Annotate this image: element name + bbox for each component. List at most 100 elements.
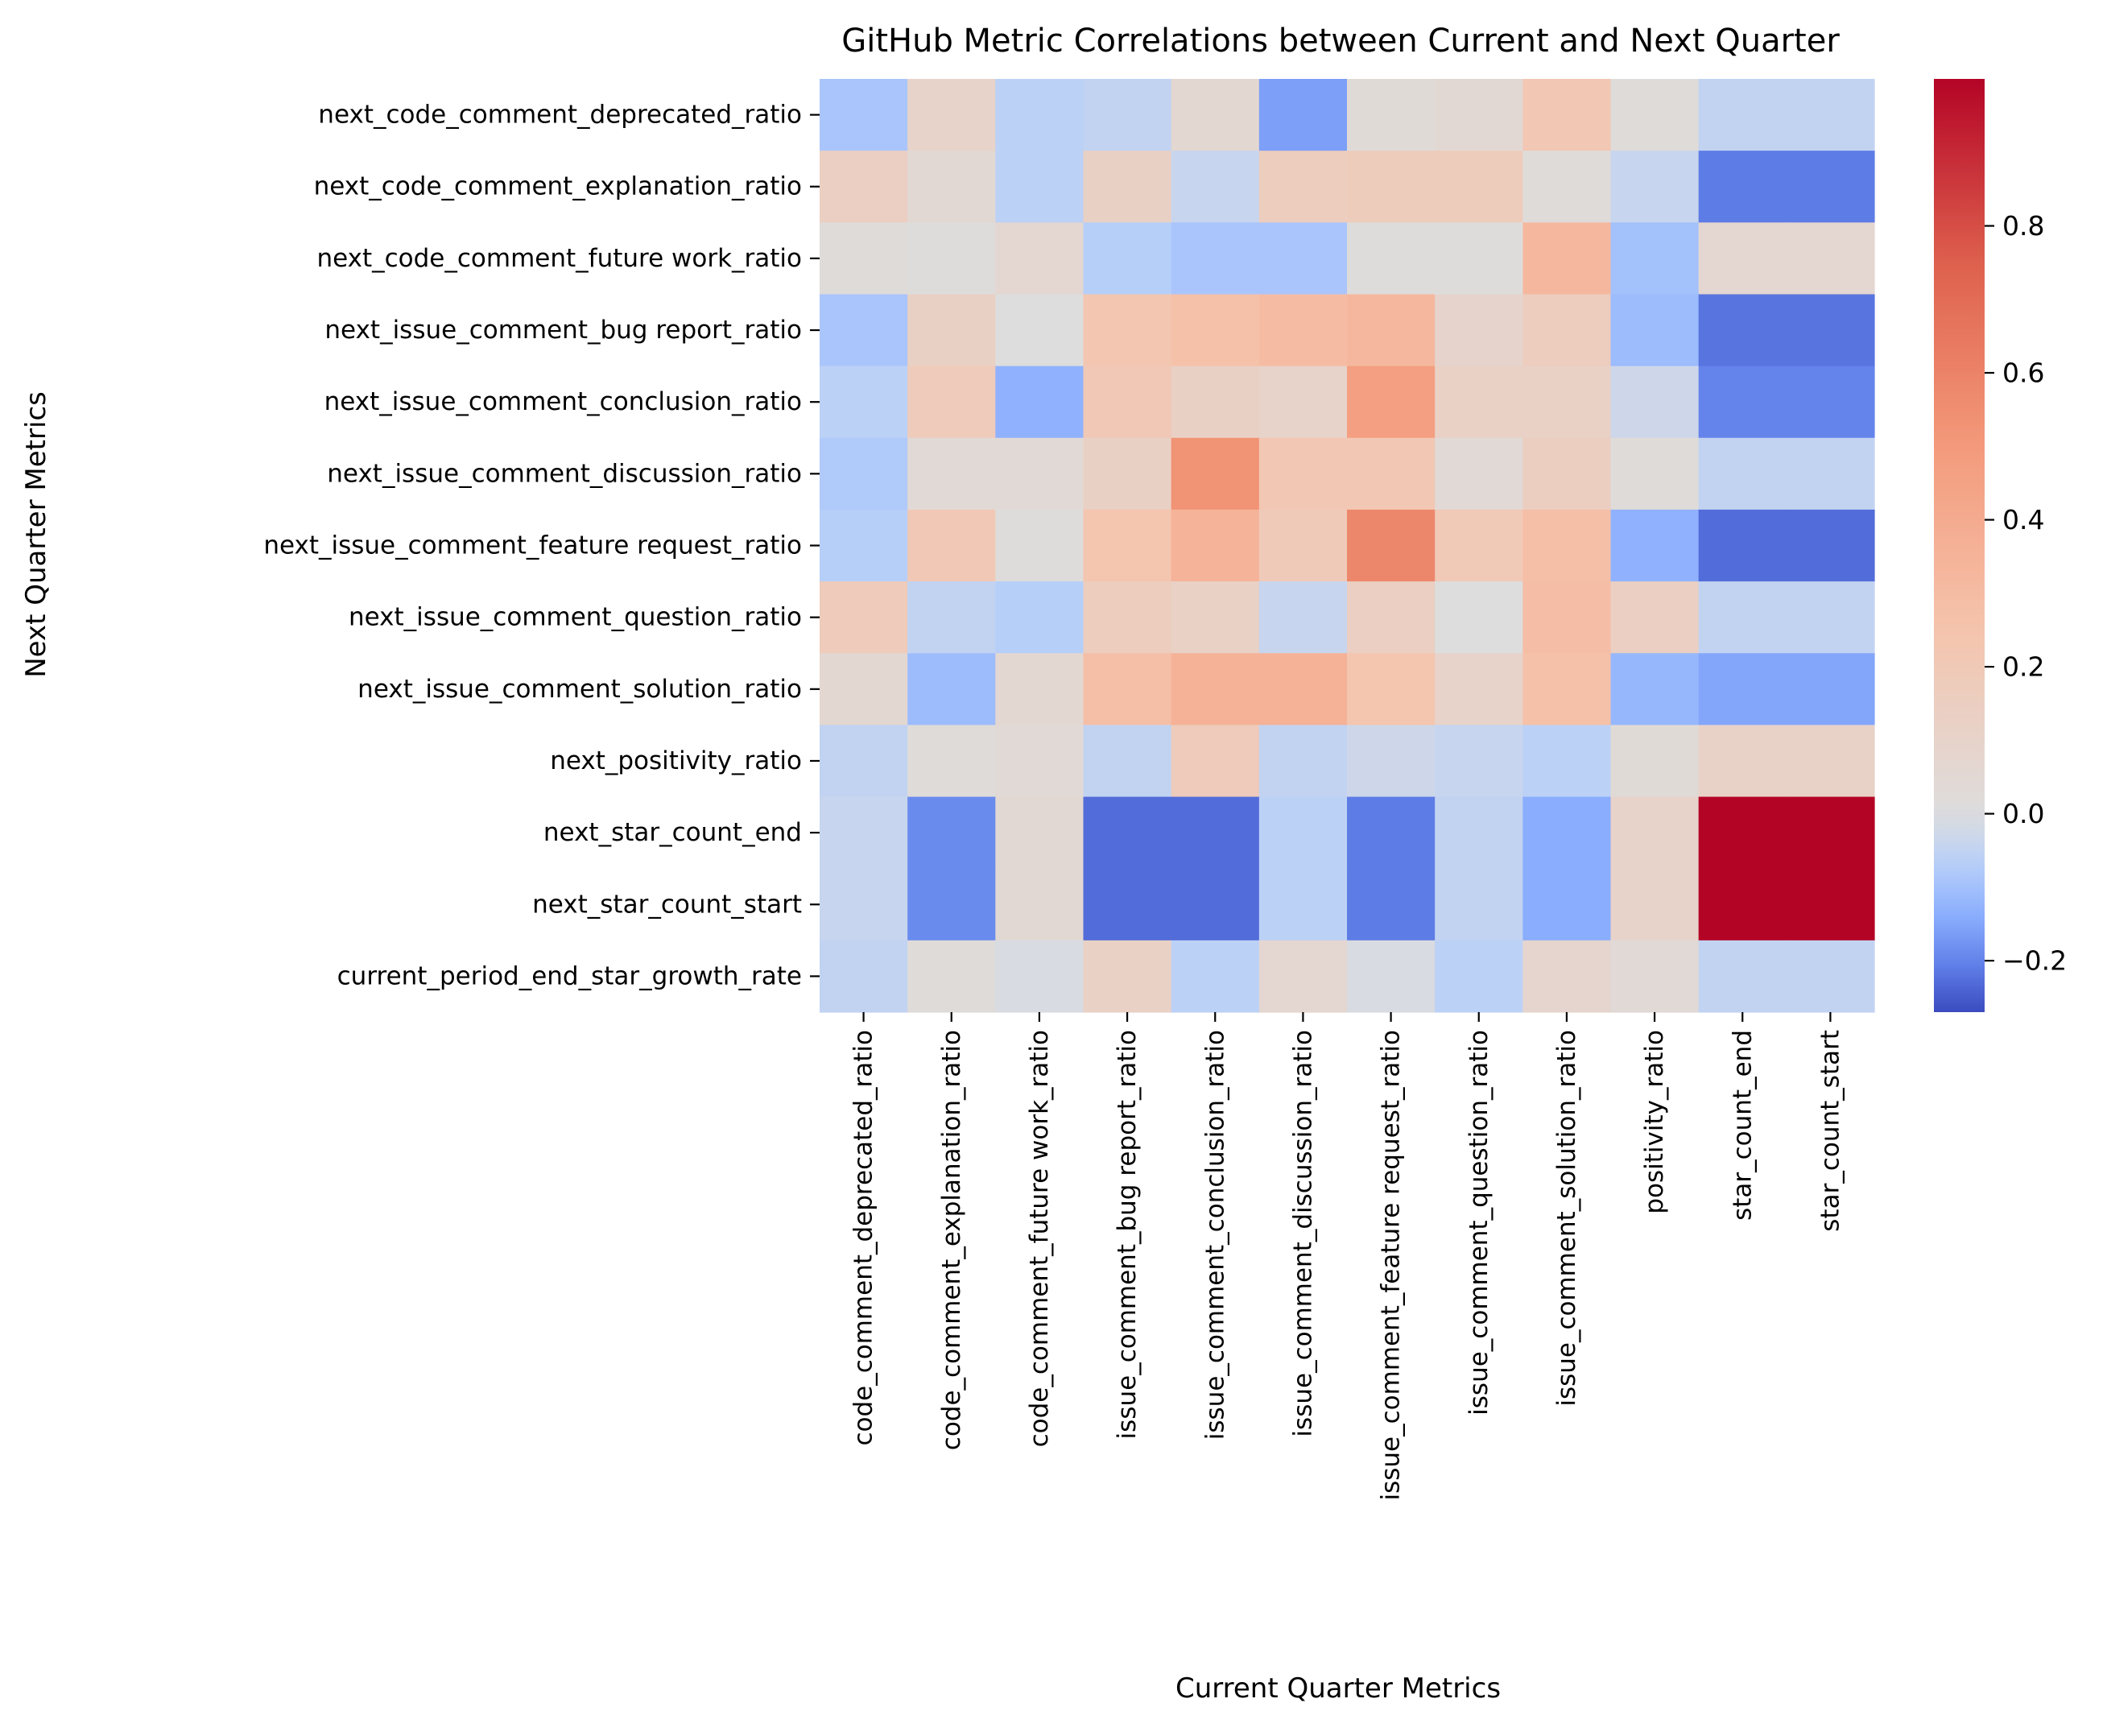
heatmap-cell xyxy=(1171,581,1260,654)
heatmap-cell xyxy=(1522,294,1612,367)
heatmap-cell xyxy=(1435,222,1523,296)
x-tick-label: issue_comment_question_ratio xyxy=(1465,1030,1493,1416)
chart-title: GitHub Metric Correlations between Curre… xyxy=(841,23,1840,60)
heatmap-cell xyxy=(995,725,1084,798)
heatmap-cell xyxy=(1258,79,1348,151)
heatmap-cell xyxy=(907,725,996,798)
heatmap-cell xyxy=(1522,653,1612,725)
heatmap-cell xyxy=(907,868,996,941)
heatmap-cell xyxy=(1610,79,1700,151)
heatmap-cell xyxy=(1083,725,1172,798)
heatmap-cell xyxy=(995,581,1084,654)
heatmap-cell xyxy=(1698,796,1787,870)
heatmap-cell xyxy=(995,868,1084,941)
heatmap-cell xyxy=(1698,151,1787,223)
heatmap-cell xyxy=(1435,725,1523,798)
y-tick-label: next_star_count_end xyxy=(543,818,802,847)
heatmap-cell xyxy=(907,222,996,296)
heatmap-cell xyxy=(995,366,1084,439)
heatmap-cell xyxy=(907,151,996,223)
heatmap-cell xyxy=(1698,868,1787,941)
y-tick-label: next_issue_comment_solution_ratio xyxy=(357,675,802,704)
heatmap-cell xyxy=(1610,796,1700,870)
heatmap-cell xyxy=(1435,151,1523,223)
colorbar-tick-label: 0.6 xyxy=(2002,358,2044,389)
heatmap-cell xyxy=(820,509,908,582)
heatmap-cell xyxy=(1083,653,1172,725)
heatmap-cell xyxy=(1435,79,1523,151)
heatmap-cell xyxy=(1522,940,1612,1013)
heatmap-cell xyxy=(1171,725,1260,798)
heatmap-cell xyxy=(820,294,908,367)
heatmap-cell xyxy=(820,653,908,725)
y-tick-label: next_positivity_ratio xyxy=(550,746,802,775)
heatmap-cell xyxy=(1786,940,1875,1013)
heatmap-cell xyxy=(1435,294,1523,367)
y-tick-label: next_issue_comment_question_ratio xyxy=(349,603,802,632)
heatmap-cell xyxy=(1258,294,1348,367)
y-tick-label: next_star_count_start xyxy=(532,890,802,919)
heatmap-cell xyxy=(1347,868,1436,941)
heatmap-cell xyxy=(1171,151,1260,223)
heatmap-cell xyxy=(1347,437,1436,510)
heatmap-cell xyxy=(995,222,1084,296)
heatmap-cell xyxy=(907,796,996,870)
heatmap-cell xyxy=(820,581,908,654)
heatmap-cell xyxy=(1347,366,1436,439)
heatmap-cell xyxy=(1522,151,1612,223)
x-tick-label: code_comment_future work_ratio xyxy=(1025,1030,1054,1447)
heatmap-cell xyxy=(1083,868,1172,941)
x-tick-labels: code_comment_deprecated_ratio code_commen… xyxy=(849,1012,1845,1501)
heatmap-cell xyxy=(1522,509,1612,582)
x-tick-label: star_count_start xyxy=(1816,1030,1845,1232)
x-tick-label: positivity_ratio xyxy=(1640,1030,1669,1214)
heatmap-cell xyxy=(1258,940,1348,1013)
heatmap-cell xyxy=(820,725,908,798)
heatmap-cell xyxy=(995,653,1084,725)
heatmap-cell xyxy=(1171,437,1260,510)
heatmap-cell xyxy=(1258,366,1348,439)
heatmap-cell xyxy=(1786,509,1875,582)
heatmap-cell xyxy=(1698,940,1787,1013)
heatmap-cell xyxy=(1171,294,1260,367)
heatmap-cell xyxy=(1786,725,1875,798)
heatmap-cell xyxy=(1083,940,1172,1013)
heatmap-cell xyxy=(1786,366,1875,439)
heatmap-cell xyxy=(1171,796,1260,870)
y-tick-label: next_issue_comment_feature request_ratio xyxy=(263,531,802,560)
heatmap-cell xyxy=(1083,509,1172,582)
x-tick-label: code_comment_deprecated_ratio xyxy=(849,1030,878,1446)
x-tick-label: star_count_end xyxy=(1728,1030,1757,1221)
heatmap-cell xyxy=(820,868,908,941)
heatmap-cell xyxy=(1435,437,1523,510)
heatmap-cell xyxy=(1171,222,1260,296)
colorbar: −0.2 0.0 0.2 0.4 0.6 0.8 xyxy=(1934,79,2067,1012)
heatmap-cell xyxy=(820,366,908,439)
y-tick-label: next_issue_comment_discussion_ratio xyxy=(327,459,802,488)
heatmap-cell xyxy=(1786,222,1875,296)
heatmap-cell xyxy=(1171,653,1260,725)
heatmap-cell xyxy=(1435,796,1523,870)
heatmap-cell xyxy=(1258,581,1348,654)
heatmap-cell xyxy=(1083,366,1172,439)
y-tick-label: next_issue_comment_conclusion_ratio xyxy=(324,387,802,416)
heatmap-cell xyxy=(1522,366,1612,439)
heatmap-cell xyxy=(820,79,908,151)
heatmap-cell xyxy=(1435,581,1523,654)
heatmap-cell xyxy=(1435,509,1523,582)
heatmap-cell xyxy=(1258,222,1348,296)
heatmap-cell xyxy=(1083,437,1172,510)
colorbar-gradient-bar xyxy=(1934,79,1985,1012)
heatmap-cell xyxy=(1083,581,1172,654)
heatmap-cell xyxy=(1083,79,1172,151)
y-tick-label: next_issue_comment_bug report_ratio xyxy=(324,316,802,345)
x-tick-label: issue_comment_discussion_ratio xyxy=(1288,1030,1317,1437)
heatmap-cell xyxy=(1347,796,1436,870)
heatmap-cell xyxy=(1610,653,1700,725)
heatmap-cell xyxy=(907,294,996,367)
heatmap-cell xyxy=(1347,151,1436,223)
heatmap-cell xyxy=(1347,294,1436,367)
heatmap-cell xyxy=(1698,581,1787,654)
heatmap-cell xyxy=(820,940,908,1013)
